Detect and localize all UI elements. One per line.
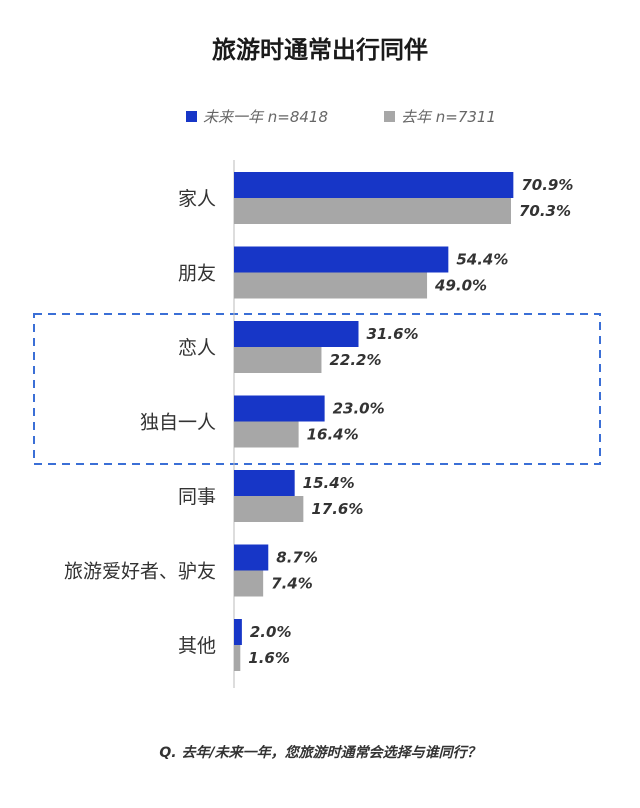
- bar-last-year: [234, 198, 511, 224]
- bar-last-year: [234, 421, 299, 448]
- survey-question: Q. 去年/未来一年，您旅游时通常会选择与谁同行？: [159, 744, 480, 761]
- bar-last-year: [234, 645, 241, 671]
- value-label-last-year: 22.2%: [329, 351, 381, 369]
- bar-future: [234, 544, 269, 571]
- legend: 未来一年 n=8418 去年 n=7311: [186, 108, 496, 126]
- value-label-future: 15.4%: [303, 474, 355, 492]
- bar-last-year: [234, 272, 428, 299]
- bar-future: [234, 172, 514, 198]
- legend-swatch-last-year: [384, 111, 395, 122]
- value-label-future: 31.6%: [367, 325, 419, 343]
- value-label-future: 2.0%: [250, 623, 292, 641]
- value-label-last-year: 7.4%: [271, 575, 313, 593]
- highlight-box: [33, 313, 601, 465]
- category-label: 朋友: [178, 263, 216, 285]
- category-label: 同事: [178, 486, 216, 508]
- value-label-last-year: 16.4%: [307, 426, 359, 444]
- bar-future: [234, 619, 242, 645]
- value-label-last-year: 17.6%: [311, 500, 363, 518]
- category-label: 旅游爱好者、驴友: [64, 561, 216, 583]
- bar-future: [234, 470, 295, 496]
- bars-group: 家人 70.9% 70.3% 朋友 54.4% 49.0% 恋人 31.6% 22.2% 独自一人…: [64, 172, 573, 671]
- category-label: 家人: [178, 188, 216, 210]
- category-label: 其他: [178, 635, 216, 657]
- chart-title: 旅游时通常出行同伴: [212, 36, 428, 64]
- legend-label-future: 未来一年 n=8418: [203, 108, 328, 126]
- bar-future: [234, 321, 359, 347]
- value-label-future: 23.0%: [333, 400, 385, 418]
- bar-future: [234, 246, 449, 273]
- value-label-last-year: 49.0%: [434, 277, 487, 295]
- legend-label-last-year: 去年 n=7311: [401, 108, 496, 126]
- bar-last-year: [234, 570, 264, 597]
- value-label-future: 54.4%: [456, 251, 508, 269]
- category-label: 恋人: [178, 337, 216, 359]
- value-label-last-year: 70.3%: [519, 202, 571, 220]
- bar-last-year: [234, 347, 322, 373]
- value-label-future: 70.9%: [521, 176, 573, 194]
- bar-future: [234, 395, 325, 422]
- category-label: 独自一人: [140, 412, 216, 434]
- legend-swatch-future: [186, 111, 197, 122]
- value-label-last-year: 1.6%: [248, 649, 290, 667]
- bar-last-year: [234, 496, 304, 522]
- value-label-future: 8.7%: [276, 549, 318, 567]
